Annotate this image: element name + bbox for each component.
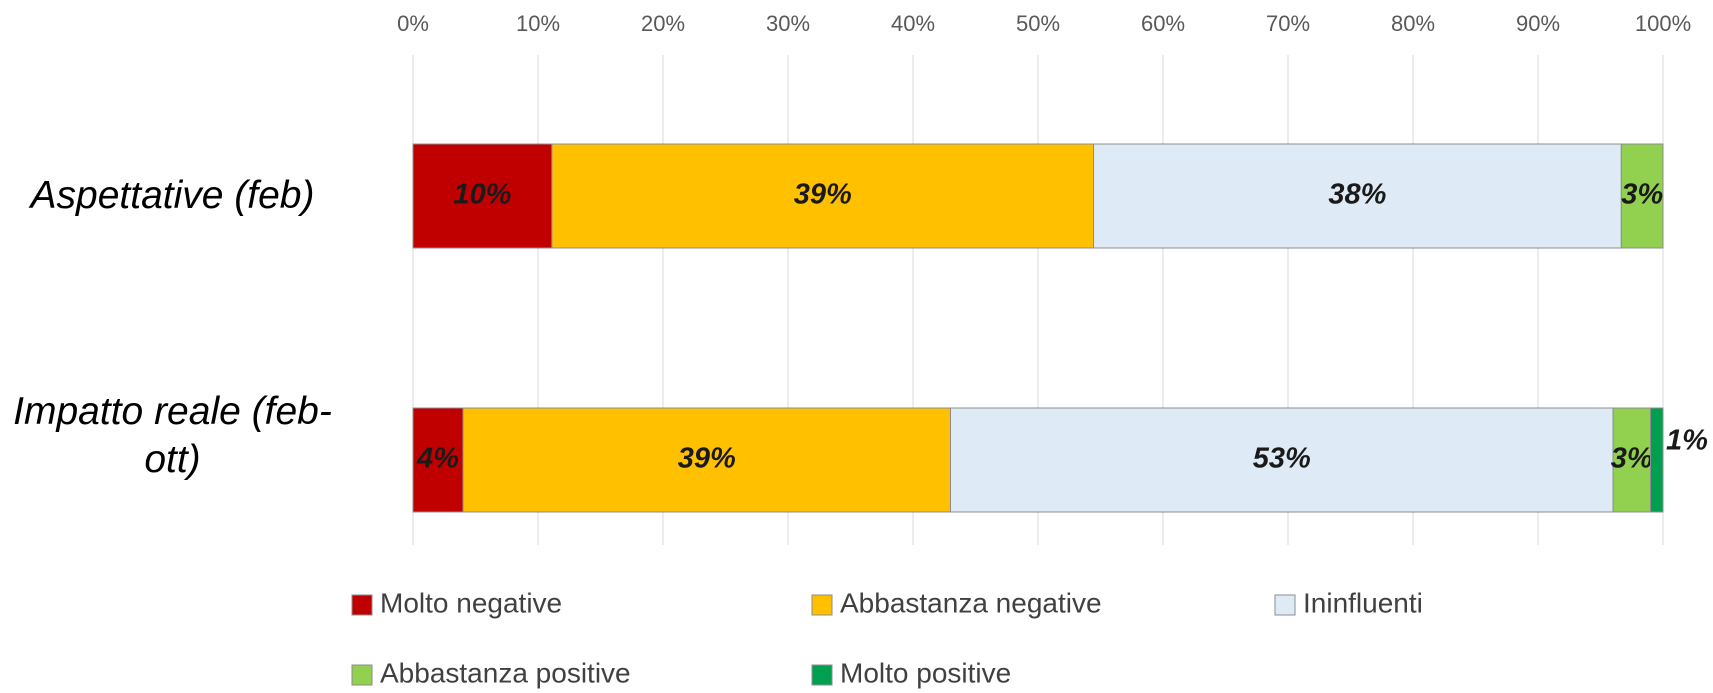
category-label: Impatto reale (feb-ott) xyxy=(13,390,332,481)
legend-swatch xyxy=(351,664,373,686)
category-label: Aspettative (feb) xyxy=(30,174,315,217)
bar-segment xyxy=(1093,143,1622,249)
bar-segment xyxy=(950,407,1614,513)
data-label: 39% xyxy=(678,443,736,475)
data-label: 53% xyxy=(1253,443,1311,475)
legend-swatch xyxy=(1274,594,1296,616)
x-tick-label: 20% xyxy=(641,11,685,36)
x-tick-label: 80% xyxy=(1391,11,1435,36)
bar-segment xyxy=(412,407,464,513)
legend-swatch xyxy=(811,594,833,616)
x-tick-label: 70% xyxy=(1266,11,1310,36)
legend-swatch xyxy=(811,664,833,686)
x-tick-label: 10% xyxy=(516,11,560,36)
legend-swatch xyxy=(351,594,373,616)
legend-label: Molto positive xyxy=(840,657,1011,688)
data-label: 10% xyxy=(453,179,511,211)
bar-segment xyxy=(1650,407,1664,513)
data-label: 4% xyxy=(416,443,459,475)
bar-segment xyxy=(1620,143,1664,249)
x-tick-label: 0% xyxy=(397,11,429,36)
x-tick-label: 90% xyxy=(1516,11,1560,36)
x-tick-label: 30% xyxy=(766,11,810,36)
legend-label: Molto negative xyxy=(380,587,562,618)
data-label: 3% xyxy=(1611,443,1653,475)
x-tick-label: 50% xyxy=(1016,11,1060,36)
bar-segment xyxy=(412,143,553,249)
x-tick-label: 100% xyxy=(1635,11,1691,36)
legend-label: Abbastanza negative xyxy=(840,587,1102,618)
bar-segment xyxy=(462,407,951,513)
x-tick-label: 60% xyxy=(1141,11,1185,36)
legend-label: Abbastanza positive xyxy=(380,657,631,688)
data-label: 38% xyxy=(1328,179,1386,211)
data-label: 3% xyxy=(1621,179,1663,211)
data-label: 1% xyxy=(1666,425,1708,457)
data-label: 39% xyxy=(794,179,852,211)
x-tick-label: 40% xyxy=(891,11,935,36)
bar-segment xyxy=(551,143,1095,249)
legend-label: Ininfluenti xyxy=(1303,587,1423,618)
